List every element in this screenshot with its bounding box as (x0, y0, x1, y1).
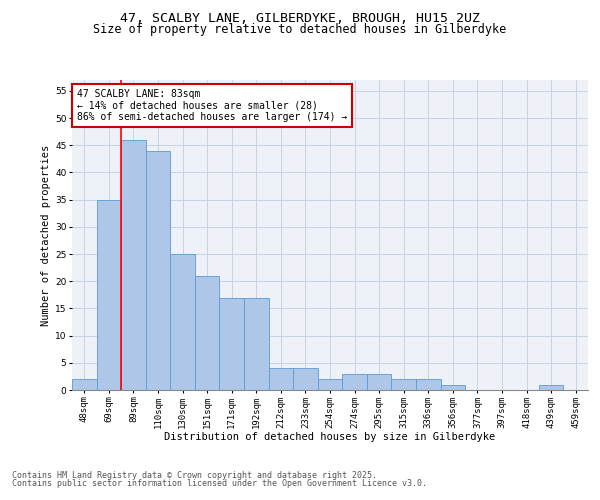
Bar (391, 379, 416, 390)
Text: 47, SCALBY LANE, GILBERDYKE, BROUGH, HU15 2UZ: 47, SCALBY LANE, GILBERDYKE, BROUGH, HU1… (120, 12, 480, 26)
Bar (121, 140, 146, 390)
Bar (244, 298, 269, 390)
Bar (97, 200, 121, 390)
Bar (367, 374, 391, 390)
Bar (269, 368, 293, 390)
Bar (342, 374, 367, 390)
Text: 47 SCALBY LANE: 83sqm
← 14% of detached houses are smaller (28)
86% of semi-deta: 47 SCALBY LANE: 83sqm ← 14% of detached … (77, 90, 347, 122)
Bar (539, 384, 563, 390)
Bar (440, 384, 465, 390)
Bar (195, 276, 220, 390)
Text: Contains HM Land Registry data © Crown copyright and database right 2025.: Contains HM Land Registry data © Crown c… (12, 471, 377, 480)
Bar (293, 368, 318, 390)
Bar (318, 379, 342, 390)
X-axis label: Distribution of detached houses by size in Gilberdyke: Distribution of detached houses by size … (164, 432, 496, 442)
Text: Size of property relative to detached houses in Gilberdyke: Size of property relative to detached ho… (94, 22, 506, 36)
Bar (146, 150, 170, 390)
Bar (416, 379, 440, 390)
Bar (170, 254, 195, 390)
Y-axis label: Number of detached properties: Number of detached properties (41, 144, 51, 326)
Text: Contains public sector information licensed under the Open Government Licence v3: Contains public sector information licen… (12, 478, 427, 488)
Bar (72, 379, 97, 390)
Bar (220, 298, 244, 390)
